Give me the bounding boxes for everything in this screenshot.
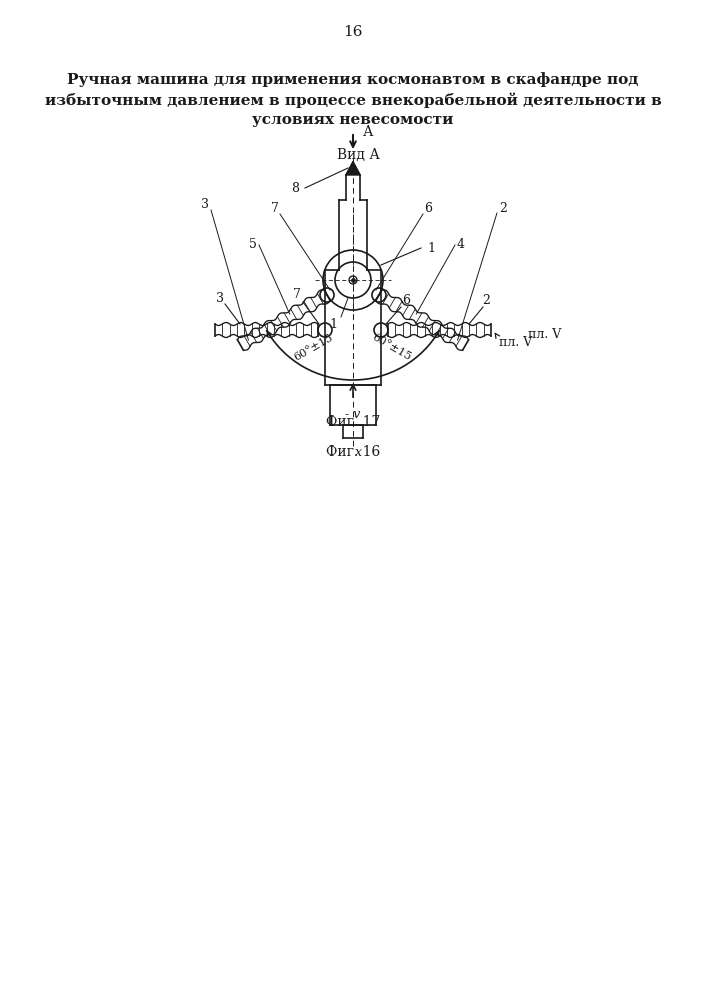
Text: 4: 4 xyxy=(457,238,465,251)
Text: 60°±15: 60°±15 xyxy=(293,332,335,363)
Text: Фиг. 17: Фиг. 17 xyxy=(326,415,380,429)
Text: условиях невесомости: условиях невесомости xyxy=(252,113,454,127)
Text: Вид А: Вид А xyxy=(337,148,380,162)
Text: 7: 7 xyxy=(293,288,301,302)
Text: Фиг. 16: Фиг. 16 xyxy=(326,445,380,459)
Text: x: x xyxy=(354,446,361,458)
Text: 2: 2 xyxy=(499,202,507,215)
Text: избыточным давлением в процессе внекорабельной деятельности в: избыточным давлением в процессе внекораб… xyxy=(45,92,661,108)
Text: 60°±15: 60°±15 xyxy=(370,332,414,363)
Text: 6: 6 xyxy=(402,294,410,306)
Text: 3: 3 xyxy=(201,198,209,212)
Text: А: А xyxy=(363,125,373,139)
Text: 16: 16 xyxy=(344,25,363,39)
Text: 1: 1 xyxy=(427,241,435,254)
Text: 7: 7 xyxy=(271,202,279,215)
Text: 6: 6 xyxy=(424,202,432,215)
Polygon shape xyxy=(346,162,360,175)
Text: 8: 8 xyxy=(291,182,299,194)
Text: 5: 5 xyxy=(249,238,257,251)
Text: - v: - v xyxy=(345,408,361,421)
Text: пл. V: пл. V xyxy=(528,328,561,342)
Text: 1: 1 xyxy=(329,318,337,332)
Text: 2: 2 xyxy=(482,294,490,306)
Text: Ручная машина для применения космонавтом в скафандре под: Ручная машина для применения космонавтом… xyxy=(67,73,638,87)
Text: 3: 3 xyxy=(216,292,224,304)
Text: пл. V: пл. V xyxy=(499,336,532,349)
